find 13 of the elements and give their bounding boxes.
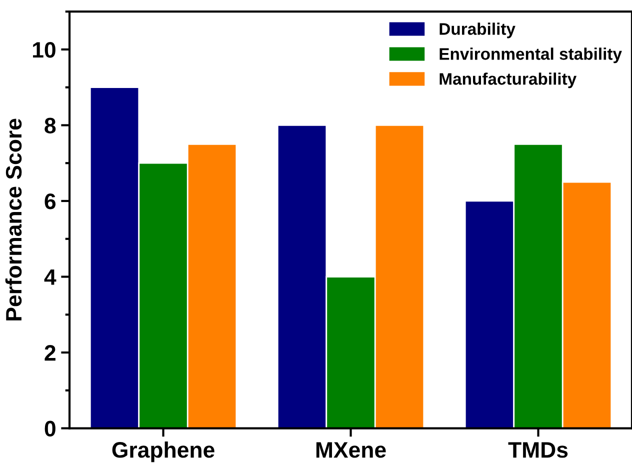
x-tick-label: TMDs	[508, 442, 568, 458]
y-axis-title: Performance Score	[5, 118, 22, 320]
y-tick-label: 4	[44, 270, 56, 285]
y-tick-label: 10	[33, 42, 56, 58]
legend-label: Environmental stability	[440, 48, 622, 64]
legend-label: Durability	[440, 22, 516, 38]
y-tick-label: 0	[44, 420, 56, 437]
y-tick-label: 2	[44, 345, 56, 361]
y-tick-label: 8	[44, 118, 56, 134]
y-tick-label: 6	[44, 194, 56, 210]
x-tick-label: Graphene	[112, 441, 214, 462]
legend-label: Manufacturability	[440, 72, 577, 88]
x-tick-label: MXene	[316, 442, 386, 458]
